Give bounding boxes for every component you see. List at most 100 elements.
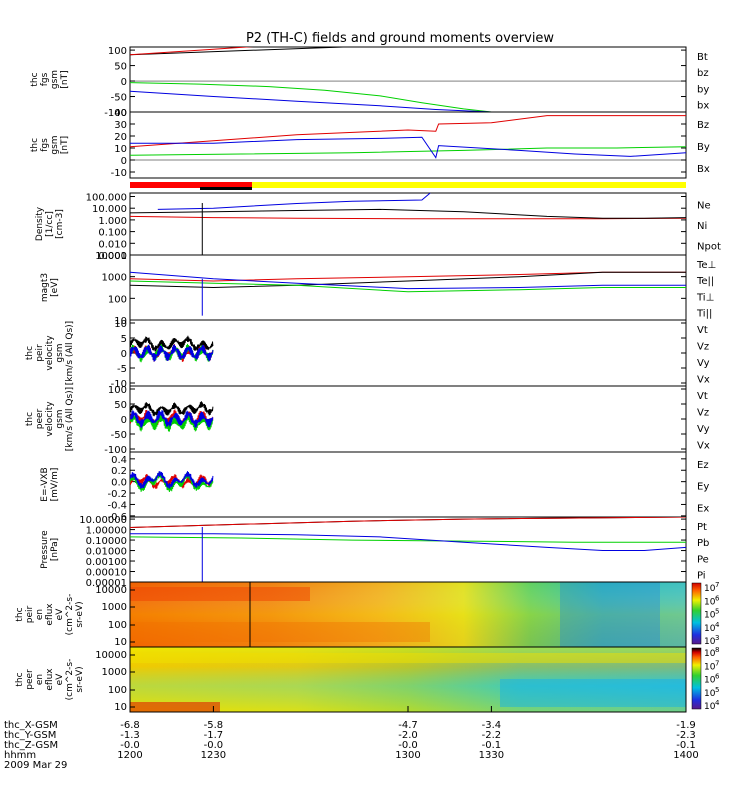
- y-tick-label: -50: [111, 430, 127, 441]
- series-line: [130, 271, 686, 282]
- y-tick-label: 0.001: [98, 251, 127, 262]
- legend-entry: by: [697, 84, 709, 95]
- y-tick-label: 0: [121, 156, 127, 167]
- xaxis-value: -0.0: [398, 740, 418, 751]
- colorbar-tick-exponent: 7: [715, 659, 719, 667]
- spectrogram-band: [130, 653, 686, 663]
- ylabel-line: fgs: [40, 72, 50, 86]
- y-tick-label: 1.000: [98, 216, 127, 227]
- y-tick-label: 0: [121, 77, 127, 88]
- colorbar-tick-label: 10: [704, 689, 716, 699]
- ylabel-line: [eV]: [50, 278, 60, 297]
- y-tick-label: 100: [108, 46, 127, 57]
- ylabel-line: thc: [25, 346, 35, 360]
- ylabel-line: gsm: [50, 135, 60, 154]
- legend-entry: Ni: [697, 221, 707, 232]
- ylabel-line: [km/s (All Qs)]: [65, 321, 75, 385]
- y-tick-label: 10: [114, 316, 127, 327]
- xaxis-value: -6.8: [120, 720, 140, 731]
- ylabel-line: gsm: [55, 409, 65, 428]
- ylabel-line: peir: [35, 344, 45, 362]
- colorbar-tick-label: 10: [704, 676, 716, 686]
- series-line: [130, 90, 500, 112]
- y-tick-label: 5: [121, 334, 127, 345]
- ylabel-line: en: [35, 674, 45, 685]
- ylabel-line: [km/s (All Qs)]: [65, 387, 75, 451]
- y-tick-label: 10000: [95, 251, 127, 262]
- xaxis-row-label: hhmm: [4, 750, 36, 761]
- panel-1: thc fgs gsm [nT] 100 50 0 -50 -100 Bt bz by bx: [30, 46, 709, 119]
- y-tick-label: 0.01000: [86, 547, 127, 558]
- spectrogram-band: [130, 622, 430, 642]
- y-tick-label: 0.00100: [86, 557, 127, 568]
- mode-bar-yellow: [252, 182, 686, 188]
- legend-entry: Ne: [697, 200, 711, 211]
- colorbar-tick-exponent: 4: [715, 621, 720, 629]
- y-tick-label: 100: [108, 685, 127, 696]
- y-tick-label: 0: [121, 349, 127, 360]
- series-line: [130, 344, 214, 362]
- y-tick-label: 10: [114, 144, 127, 155]
- y-tick-label: 0.010: [98, 239, 127, 250]
- ylabel-line: peer: [25, 669, 35, 690]
- colorbar-tick-exponent: 7: [715, 581, 719, 589]
- legend-entry: Ez: [697, 460, 709, 471]
- colorbar-tick-label: 10: [704, 637, 716, 647]
- legend-entry: Pe: [697, 554, 709, 565]
- legend-entry: Vy: [697, 424, 710, 435]
- y-tick-label: -0.4: [107, 500, 127, 511]
- colorbar-tick-label: 10: [704, 624, 716, 634]
- legend-entry: Vx: [697, 375, 710, 386]
- ylabel-line: fgs: [40, 138, 50, 152]
- xaxis-value: -0.1: [676, 740, 696, 751]
- legend-entry: Vx: [697, 441, 710, 452]
- y-tick-label: 100: [108, 385, 127, 396]
- y-tick-label: 20: [114, 132, 127, 143]
- panel-frame: [129, 319, 687, 387]
- colorbar-tick-label: 10: [704, 584, 716, 594]
- xaxis-value: -1.9: [676, 720, 696, 731]
- xaxis-value: -0.0: [204, 740, 224, 751]
- ylabel-line: en: [35, 609, 45, 620]
- spectrogram-band: [130, 587, 310, 601]
- xaxis-value: 1400: [673, 750, 698, 761]
- ylabel-line: eV: [55, 673, 65, 686]
- ylabel-line: E=-VXB: [40, 467, 50, 501]
- ylabel-line: gsm: [50, 70, 60, 89]
- series-line: [130, 471, 214, 489]
- xaxis-value: -4.7: [398, 720, 418, 731]
- y-tick-label: 0.00001: [86, 578, 127, 589]
- y-tick-label: 10: [114, 637, 127, 648]
- colorbar-tick-exponent: 6: [715, 594, 720, 602]
- series-line: [130, 517, 686, 528]
- ylabel-line: magt3: [40, 273, 50, 302]
- ylabel-line: [mV/m]: [50, 468, 60, 502]
- ylabel-line: [1/cc]: [45, 211, 55, 237]
- legend-entry: By: [697, 142, 710, 153]
- panel-5: thc peir velocity gsm [km/s (All Qs)] 10 5 0 -5 -…: [25, 319, 710, 390]
- legend-entry: Ti||: [696, 309, 712, 320]
- series-line: [130, 474, 214, 489]
- xaxis-value: -3.4: [482, 720, 502, 731]
- xaxis-date: 2009 Mar 29: [4, 760, 67, 771]
- series-line: [130, 533, 686, 551]
- xaxis-value: 1330: [479, 750, 504, 761]
- series-line: [130, 115, 686, 148]
- y-tick-label: 0.00010: [86, 568, 127, 579]
- colorbar: [691, 647, 702, 710]
- series-line: [130, 82, 492, 112]
- plot-title: P2 (TH-C) fields and ground moments over…: [246, 31, 554, 46]
- legend-entry: Pt: [697, 522, 707, 533]
- colorbar-tick-label: 10: [704, 649, 716, 659]
- y-tick-label: 1.00000: [86, 526, 127, 537]
- y-tick-label: 50: [114, 62, 127, 73]
- y-tick-label: 0: [121, 415, 127, 426]
- panel-9: thc peir en eflux eV (cm^2-s-sr-eV) 10000 1000 1…: [15, 581, 720, 648]
- series-line: [157, 193, 431, 210]
- ylabel-line: eflux: [45, 668, 55, 691]
- y-tick-label: 100: [108, 294, 127, 305]
- ylabel-line: peer: [35, 408, 45, 429]
- mode-bar-black: [200, 187, 252, 190]
- colorbar-tick-label: 10: [704, 662, 716, 672]
- y-tick-label: 10: [114, 319, 127, 330]
